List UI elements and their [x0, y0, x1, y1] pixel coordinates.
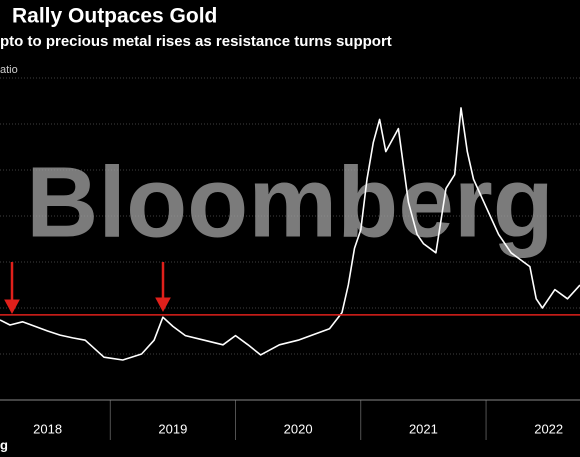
y-axis-label: atio	[0, 64, 18, 76]
x-tick-label: 2019	[158, 421, 187, 436]
chart-title: Rally Outpaces Gold	[12, 5, 217, 28]
plot	[0, 107, 580, 361]
arrows	[4, 262, 171, 315]
x-tick-label: 2022	[534, 421, 563, 436]
arrow-head	[155, 297, 171, 313]
x-tick-label: 2021	[409, 421, 438, 436]
x-tick-label: 2020	[284, 421, 313, 436]
grid	[0, 77, 580, 440]
watermark: Bloomberg	[26, 146, 554, 258]
line	[0, 107, 580, 361]
arrow-head	[4, 299, 20, 315]
source: g	[0, 437, 8, 452]
chart-subtitle: pto to precious metal rises as resistanc…	[0, 33, 392, 50]
x-tick-label: 2018	[33, 421, 62, 436]
